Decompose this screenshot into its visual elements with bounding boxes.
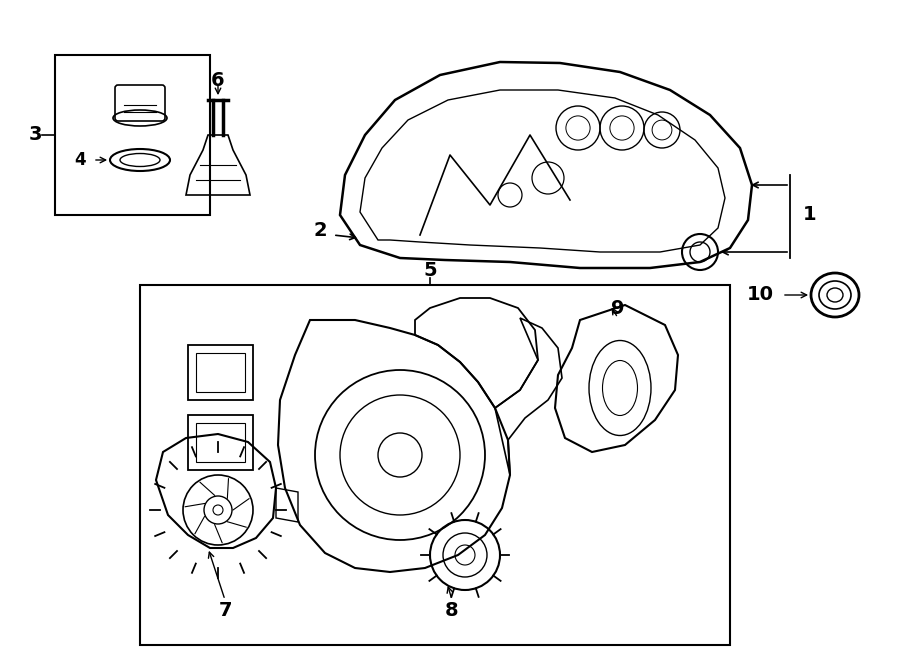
Text: 8: 8 xyxy=(446,600,459,619)
Text: 9: 9 xyxy=(611,299,625,317)
Text: 6: 6 xyxy=(212,71,225,89)
Bar xyxy=(188,415,253,470)
Text: 1: 1 xyxy=(803,206,817,225)
Bar xyxy=(140,285,730,645)
Text: 7: 7 xyxy=(218,600,232,619)
Text: 3: 3 xyxy=(28,126,41,145)
Bar xyxy=(196,353,245,392)
Text: 10: 10 xyxy=(746,286,773,305)
Text: 5: 5 xyxy=(423,260,436,280)
Text: 4: 4 xyxy=(74,151,86,169)
Text: 2: 2 xyxy=(313,221,327,239)
Bar xyxy=(196,423,245,462)
Bar xyxy=(55,55,210,215)
Bar xyxy=(188,345,253,400)
